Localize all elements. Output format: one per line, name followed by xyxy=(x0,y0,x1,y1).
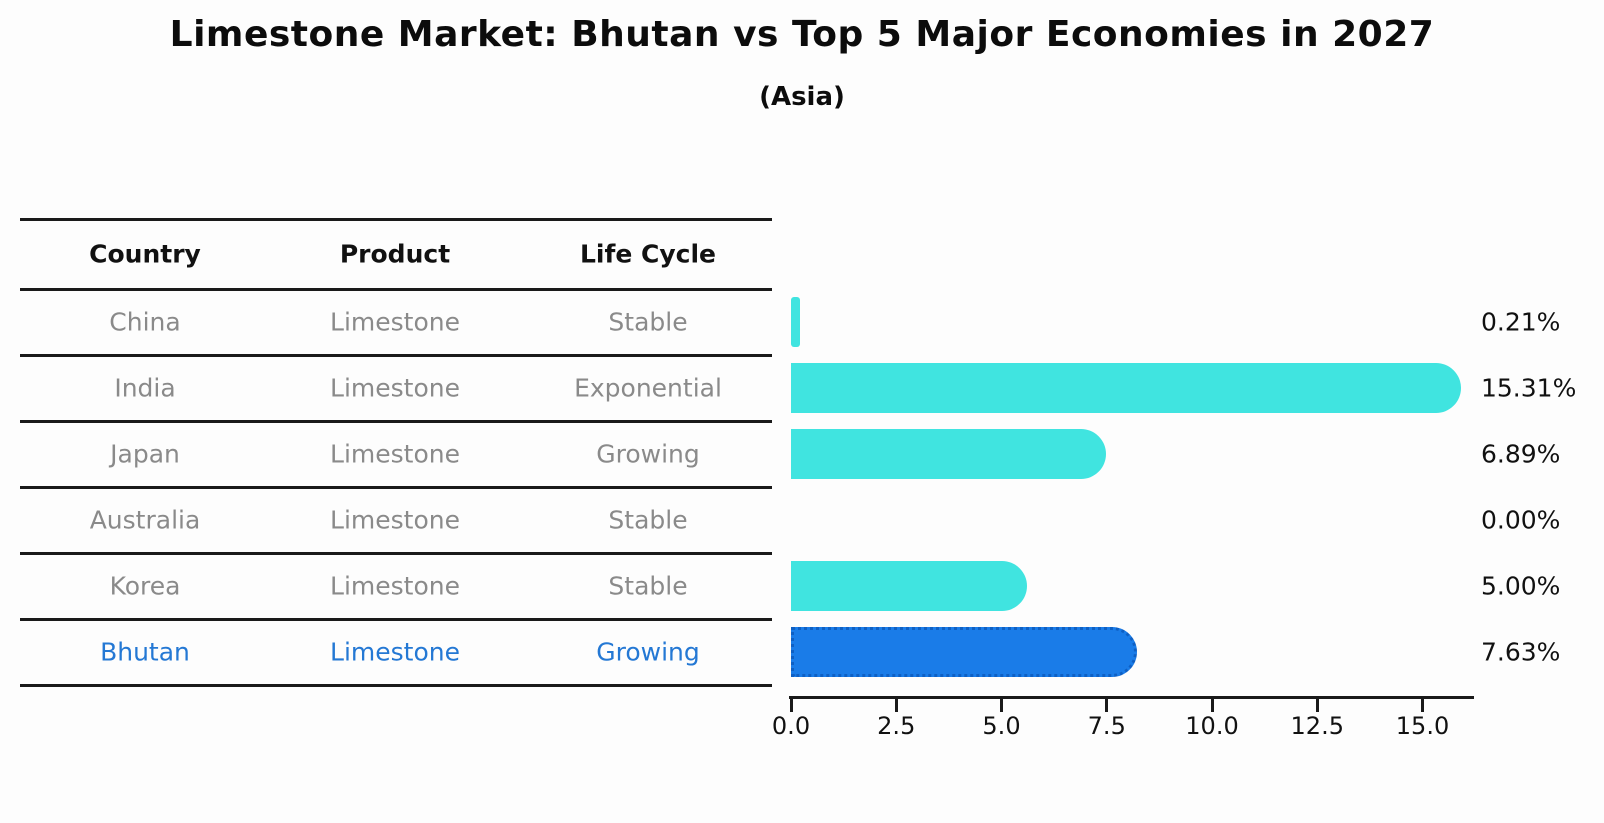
value-label: 7.63% xyxy=(1481,637,1561,667)
bar xyxy=(791,561,1027,611)
x-axis-tick xyxy=(1315,699,1319,712)
life-cycle-cell: Stable xyxy=(608,505,688,535)
row-separator-line xyxy=(20,218,772,221)
x-axis-tick-label: 7.5 xyxy=(1087,712,1126,740)
x-axis-tick-label: 0.0 xyxy=(771,712,811,740)
x-axis-tick xyxy=(1000,699,1003,712)
table-header-product: Product xyxy=(339,239,451,269)
chart-subtitle: (Asia) xyxy=(759,82,845,112)
x-axis-tick xyxy=(894,699,898,712)
country-cell: China xyxy=(109,307,181,337)
country-cell: Bhutan xyxy=(100,637,190,667)
life-cycle-cell: Growing xyxy=(596,439,700,469)
row-separator-line xyxy=(20,684,772,687)
bar xyxy=(791,429,1107,479)
x-axis-tick xyxy=(1421,699,1424,712)
value-label: 5.00% xyxy=(1481,571,1561,601)
product-cell: Limestone xyxy=(330,373,460,403)
life-cycle-cell: Stable xyxy=(608,571,688,601)
bar xyxy=(791,363,1461,413)
country-cell: India xyxy=(114,373,176,403)
life-cycle-cell: Stable xyxy=(608,307,688,337)
country-cell: Australia xyxy=(89,505,201,535)
table-header-life-cycle: Life Cycle xyxy=(579,239,717,269)
chart-title: Limestone Market: Bhutan vs Top 5 Major … xyxy=(169,14,1435,55)
row-separator-line xyxy=(20,354,772,357)
row-separator-line xyxy=(20,486,772,489)
x-axis-tick-label: 2.5 xyxy=(877,712,916,740)
x-axis-tick xyxy=(1105,699,1109,712)
row-separator-line xyxy=(20,552,772,555)
value-label: 15.31% xyxy=(1481,373,1577,403)
x-axis-tick-label: 15.0 xyxy=(1395,712,1450,740)
bar xyxy=(791,297,800,347)
value-label: 0.00% xyxy=(1481,505,1561,535)
product-cell: Limestone xyxy=(330,637,460,667)
product-cell: Limestone xyxy=(330,571,460,601)
product-cell: Limestone xyxy=(330,439,460,469)
row-separator-line xyxy=(20,288,772,291)
country-cell: Korea xyxy=(109,571,181,601)
product-cell: Limestone xyxy=(330,307,460,337)
life-cycle-cell: Exponential xyxy=(574,373,722,403)
x-axis-line xyxy=(789,696,1474,699)
highlight-bar xyxy=(791,627,1138,677)
value-label: 6.89% xyxy=(1481,439,1561,469)
country-cell: Japan xyxy=(110,439,180,469)
value-label: 0.21% xyxy=(1481,307,1561,337)
table-header-country: Country xyxy=(89,239,201,269)
x-axis-tick xyxy=(1210,699,1214,712)
product-cell: Limestone xyxy=(330,505,460,535)
x-axis-tick xyxy=(789,699,793,712)
life-cycle-cell: Growing xyxy=(596,637,700,667)
x-axis-tick-label: 10.0 xyxy=(1185,712,1239,740)
row-separator-line xyxy=(20,420,772,423)
x-axis-tick-label: 5.0 xyxy=(982,712,1021,740)
x-axis-tick-label: 12.5 xyxy=(1290,712,1344,740)
row-separator-line xyxy=(20,618,772,621)
